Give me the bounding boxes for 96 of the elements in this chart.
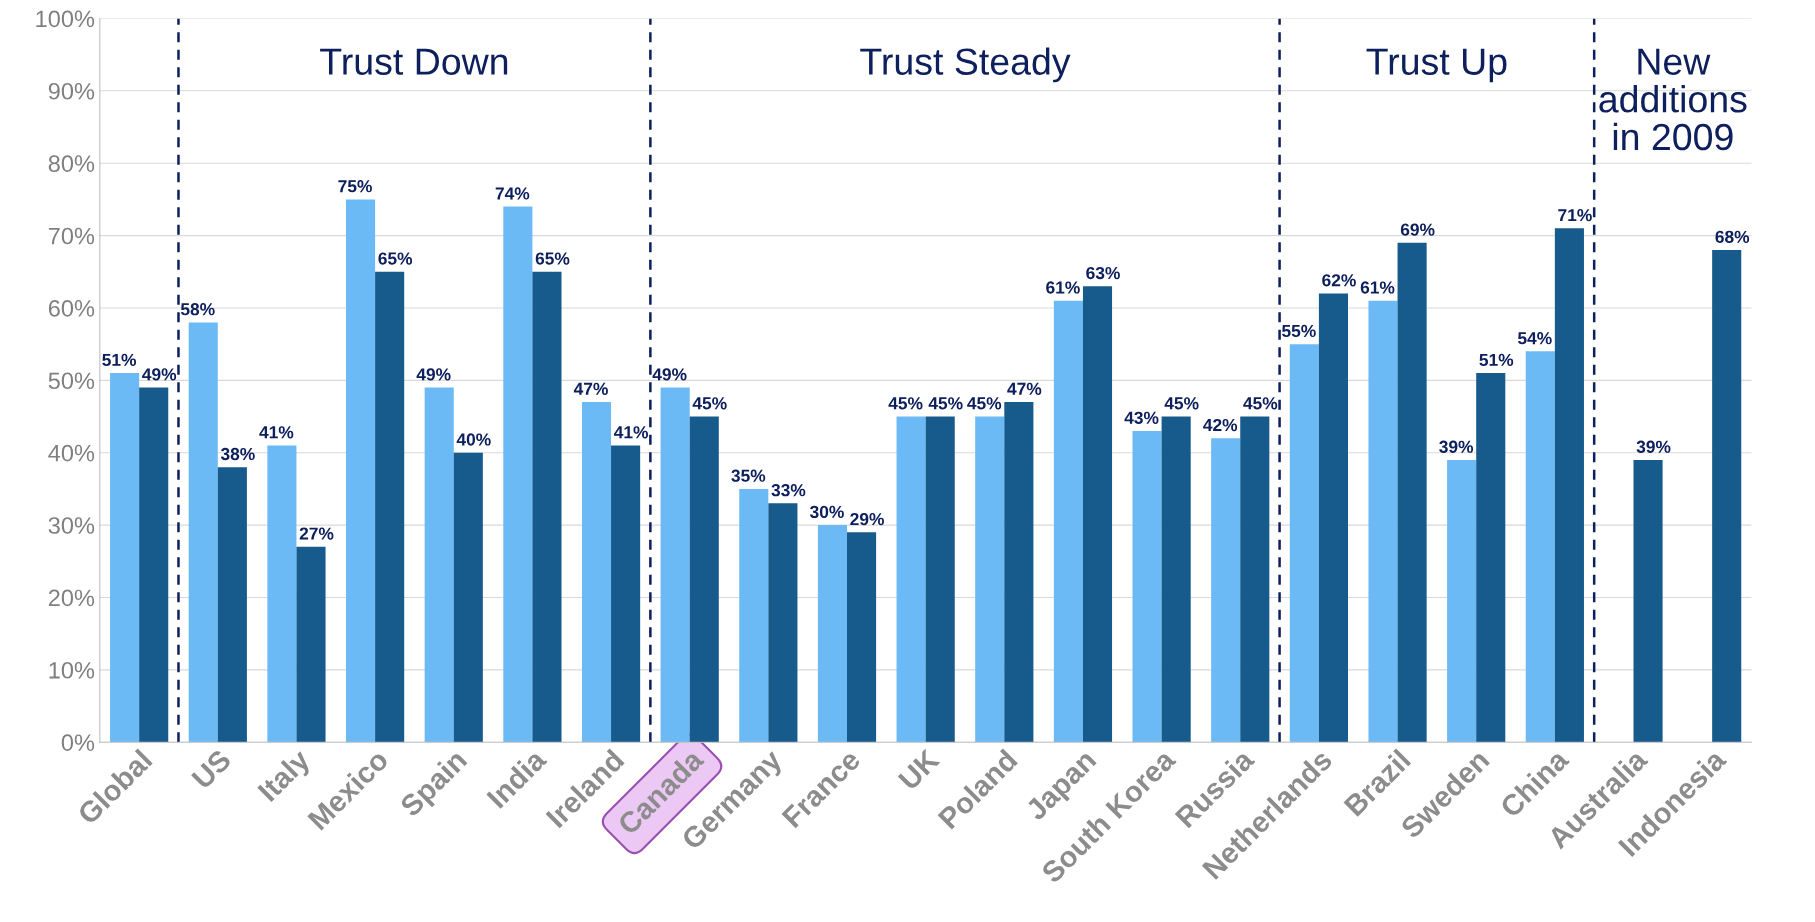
bar [847,532,877,743]
bar [1554,228,1584,743]
data-label: 38% [220,447,255,461]
y-tick-label: 80% [48,155,95,172]
bar [1633,459,1663,743]
y-tick-label: 70% [48,227,95,245]
bar [689,416,719,743]
bar [768,503,798,743]
bar [1240,416,1270,743]
bar [611,445,641,743]
bar [1368,300,1398,743]
bar [503,206,533,743]
data-label: 49% [416,368,451,381]
y-tick-label: 100% [36,10,95,28]
bar [1053,300,1083,743]
data-label: 41% [614,426,649,439]
bar [1447,459,1477,743]
y-tick-label: 40% [48,444,95,462]
data-label: 63% [1086,266,1120,280]
bar [1712,250,1742,743]
bar [925,416,955,743]
bar [1525,351,1555,743]
data-label: 65% [378,252,413,265]
data-label: 35% [731,469,766,482]
bar [139,387,169,743]
data-label: 45% [692,397,727,410]
y-tick-label: 10% [49,661,95,679]
data-label: 51% [1479,353,1514,367]
bar [267,445,297,743]
y-tick-label: 90% [48,82,95,100]
data-label: 41% [259,426,294,439]
data-label: 45% [1243,397,1278,410]
data-label: 54% [1517,332,1552,345]
bar [660,387,690,743]
bar [975,416,1005,743]
data-label: 47% [1007,382,1042,395]
bar [532,271,562,743]
data-label: 68% [1715,230,1750,243]
data-label: 61% [1360,281,1395,294]
bar [110,373,140,743]
data-label: 49% [652,368,687,381]
bar [896,416,926,743]
data-label: 45% [967,397,1002,410]
annotation: Trust Down [320,48,508,75]
y-tick-label: 20% [48,589,95,607]
data-label: 74% [495,187,530,200]
data-label: 61% [1046,281,1080,294]
annotation: Trust Steady [860,47,1071,83]
annotation: New additions in 2009 [1599,48,1747,151]
data-label: 71% [1558,209,1592,222]
data-label: 43% [1124,411,1159,424]
data-label: 39% [1439,440,1474,453]
bar [424,387,454,743]
data-label: 55% [1282,324,1316,338]
data-label: 69% [1400,223,1435,236]
data-label: 45% [888,397,923,410]
data-label: 42% [1203,418,1238,432]
bar [1161,416,1191,743]
bar [188,322,218,743]
bar [1476,373,1506,743]
x-tick-label: US [190,748,233,790]
bar [1211,438,1241,743]
bar [1289,344,1319,743]
bar [817,525,847,743]
y-tick-label: 60% [48,300,95,317]
bar [296,546,326,743]
data-label: 58% [180,303,215,316]
bar [346,199,376,743]
x-tick-label: UK [897,748,941,791]
bar [1132,430,1162,743]
data-label: 65% [535,252,570,265]
data-label: 45% [928,397,963,410]
data-label: 62% [1322,274,1356,287]
bar [1004,402,1034,743]
bar [581,402,612,743]
data-label: 40% [456,433,491,446]
data-label: 51% [102,353,137,367]
data-label: 49% [142,368,177,381]
bar [1318,293,1348,743]
bar [1397,242,1427,743]
bar [1082,286,1113,743]
bar [217,467,247,743]
data-label: 39% [1636,440,1671,453]
y-tick-label: 50% [48,372,95,390]
annotation: Trust Up [1366,48,1507,83]
bar [453,452,483,743]
data-label: 27% [299,527,334,540]
bar [739,488,769,743]
data-label: 30% [809,505,844,519]
data-label: 33% [771,484,806,497]
bar [375,271,405,743]
data-label: 75% [338,180,372,193]
data-label: 45% [1164,397,1199,410]
data-label: 29% [850,512,884,526]
y-tick-label: 30% [48,517,95,534]
data-label: 47% [573,382,608,395]
